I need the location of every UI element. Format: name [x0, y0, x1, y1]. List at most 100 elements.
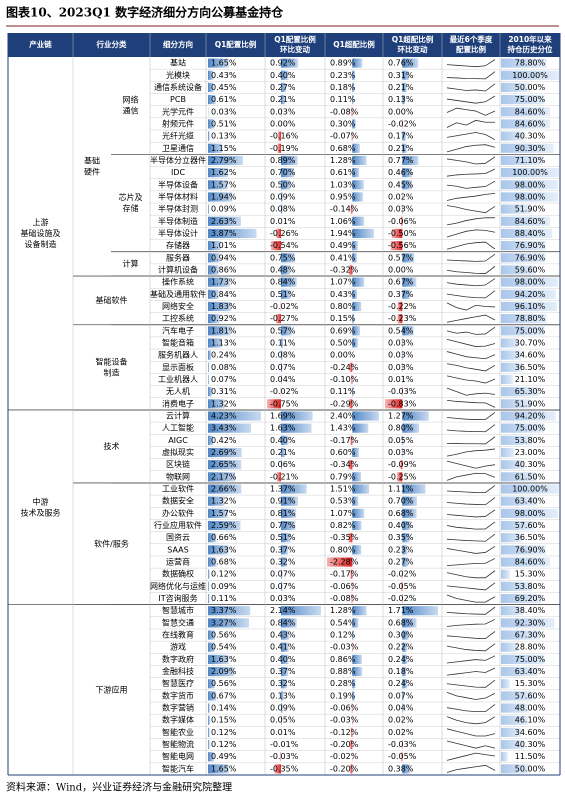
percentile-text: 78.80% — [515, 314, 546, 323]
percentile-text: 23.00% — [515, 448, 546, 457]
value-text: 0.67% — [388, 278, 414, 287]
sub-direction: IDC — [171, 168, 186, 177]
value-text: 1.81% — [211, 326, 237, 335]
value-text: 0.07% — [270, 570, 296, 579]
chain-label: 基础设施及 — [21, 228, 61, 238]
value-text: 0.51% — [270, 533, 296, 542]
value-text: 0.21% — [270, 448, 296, 457]
sub-direction: 网络安全 — [162, 301, 194, 311]
trend-line — [447, 558, 495, 565]
value-text: 1.73% — [211, 278, 237, 287]
sub-direction: 无人机 — [166, 386, 190, 396]
value-text: 0.60% — [330, 448, 356, 457]
value-text: 0.09% — [270, 192, 296, 201]
value-text: 0.68% — [330, 144, 356, 153]
sub-direction: 网络优化与运维 — [150, 581, 206, 591]
trend-line — [447, 680, 495, 687]
header-cell: 细分方向 — [163, 39, 193, 49]
value-text: -0.03% — [330, 643, 359, 652]
header-cell: 最近6个季度 — [450, 34, 493, 44]
value-text: 0.11% — [270, 338, 296, 347]
value-text: 1.32% — [211, 399, 237, 408]
value-text: 0.89% — [330, 59, 356, 68]
value-text: 0.01% — [270, 728, 296, 737]
value-text: 1.65% — [211, 764, 237, 773]
percentile-text: 40.30% — [515, 132, 546, 141]
value-text: 3.37% — [211, 606, 237, 615]
sub-direction: 汽车电子 — [162, 325, 194, 335]
value-text: -0.34% — [330, 460, 359, 469]
value-text: 1.28% — [330, 606, 356, 615]
value-text: -0.01% — [270, 740, 299, 749]
percentile-text: 48.00% — [515, 704, 546, 713]
trend-line — [447, 218, 495, 225]
sub-direction: 射频元件 — [162, 118, 194, 128]
percentile-text: 40.30% — [515, 460, 546, 469]
sub-direction: 服务器 — [166, 252, 190, 262]
trend-line — [447, 157, 495, 164]
sub-direction: 游戏 — [170, 642, 186, 652]
trend-line — [447, 729, 495, 736]
trend-line — [447, 546, 495, 553]
value-text: 0.05% — [270, 716, 296, 725]
value-text: 0.54% — [388, 326, 414, 335]
value-text: 0.77% — [270, 521, 296, 530]
value-text: 0.00% — [388, 107, 414, 116]
percentile-text: 51.90% — [515, 205, 546, 214]
industry-label: 硬件 — [84, 167, 100, 177]
sub-direction: 金融科技 — [162, 666, 194, 676]
value-text: 1.62% — [211, 168, 237, 177]
value-text: 0.88% — [330, 667, 356, 676]
value-text: 0.30% — [330, 119, 356, 128]
percentile-text: 11.50% — [515, 752, 546, 761]
trend-line — [447, 206, 495, 213]
trend-line — [447, 668, 495, 675]
trend-line — [447, 753, 495, 760]
value-bar — [208, 716, 210, 725]
value-text: 0.40% — [270, 655, 296, 664]
percentile-text: 100.00% — [512, 168, 548, 177]
trend-line — [447, 339, 495, 346]
value-text: 0.37% — [270, 545, 296, 554]
value-text: -0.08% — [330, 594, 359, 603]
percentile-text: 84.60% — [515, 107, 546, 116]
industry-label: 下游应用 — [96, 684, 128, 694]
percentile-text: 65.30% — [515, 387, 546, 396]
value-text: 0.53% — [330, 497, 356, 506]
value-text: 0.02% — [388, 192, 414, 201]
value-text: -0.25% — [388, 472, 417, 481]
value-text: 1.57% — [211, 509, 237, 518]
value-text: 0.84% — [270, 618, 296, 627]
value-text: 0.21% — [270, 95, 296, 104]
value-text: -0.20% — [330, 740, 359, 749]
value-text: 0.48% — [270, 265, 296, 274]
value-text: 0.01% — [270, 217, 296, 226]
trend-line — [447, 534, 495, 541]
percentile-text: 34.60% — [515, 728, 546, 737]
group-label: 通信 — [123, 106, 139, 116]
trend-line — [447, 84, 495, 91]
sub-direction: 虚拟现实 — [162, 447, 194, 457]
value-text: 1.28% — [330, 156, 356, 165]
value-text: -0.17% — [330, 570, 359, 579]
value-text: -0.21% — [270, 472, 299, 481]
group-label: 存储 — [123, 203, 139, 213]
value-text: -0.22% — [388, 302, 417, 311]
percentile-text: 15.30% — [515, 570, 546, 579]
value-text: 1.37% — [270, 485, 296, 494]
percentile-text: 84.60% — [515, 217, 546, 226]
value-text: 4.23% — [211, 412, 237, 421]
value-text: 0.12% — [211, 570, 237, 579]
sub-direction: 基站 — [170, 58, 186, 68]
value-text: 0.03% — [270, 594, 296, 603]
sub-direction: 在线教育 — [162, 630, 194, 640]
value-text: 2.66% — [211, 485, 237, 494]
sub-direction: 行业应用软件 — [154, 520, 202, 530]
sub-direction: 运营商 — [166, 557, 190, 567]
value-text: 0.38% — [388, 764, 414, 773]
value-bar — [208, 375, 209, 384]
percentile-text: 40.30% — [515, 740, 546, 749]
value-text: -0.20% — [330, 764, 359, 773]
trend-line — [447, 692, 495, 699]
value-text: 0.84% — [211, 290, 237, 299]
